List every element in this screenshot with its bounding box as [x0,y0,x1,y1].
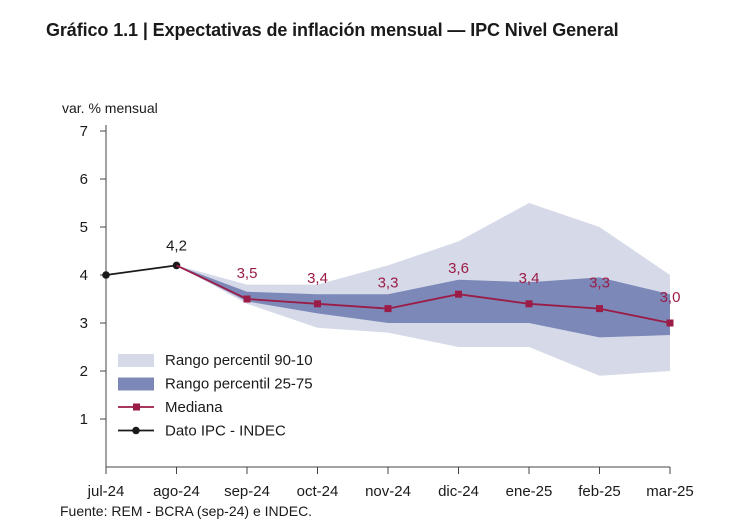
data-label-mediana-oct-24: 3,4 [307,270,328,287]
data-label-mediana-sep-24: 3,5 [237,265,258,282]
y-tick-label-6: 6 [80,171,88,188]
y-axis-title: var. % mensual [62,100,158,116]
series-line-dato-ipc [105,264,177,276]
x-tick-label-dic-24: dic-24 [438,483,479,500]
legend-marker-dato-ipc [132,426,140,435]
data-label-mediana-feb-25: 3,3 [589,275,610,292]
data-label-mediana-dic-24: 3,6 [448,260,469,277]
point-mediana-ene-25 [525,300,533,308]
point-mediana-sep-24 [243,295,251,303]
source-note: Fuente: REM - BCRA (sep-24) e INDEC. [60,503,313,519]
x-tick-label-oct-24: oct-24 [297,483,339,500]
data-label-mediana-ene-25: 3,4 [519,270,540,287]
x-tick-label-jul-24: jul-24 [87,483,125,500]
x-tick-label-nov-24: nov-24 [365,483,411,500]
lines-group [102,261,674,327]
x-tick-label-sep-24: sep-24 [224,483,270,500]
legend-swatch-p25-75 [118,377,154,391]
x-tick-label-ago-24: ago-24 [153,483,200,500]
point-mediana-feb-25 [596,305,603,313]
legend-label-p90-10: Rango percentil 90-10 [165,352,313,369]
chart-title: Gráfico 1.1 | Expectativas de inflación … [46,20,619,40]
point-mediana-oct-24 [314,300,321,308]
point-mediana-mar-25 [666,319,674,327]
legend-label-dato-ipc: Dato IPC - INDEC [165,423,286,440]
data-label-mediana-nov-24: 3,3 [378,275,399,292]
x-tick-label-ene-25: ene-25 [506,483,553,500]
y-tick-label-5: 5 [80,219,88,236]
data-labels-group: 4,2 3,5 3,4 3,3 3,6 3,4 3,3 3,0 [166,237,680,306]
y-tick-label-3: 3 [80,315,88,332]
legend-label-mediana: Mediana [165,399,223,416]
y-tick-label-1: 1 [80,411,88,428]
y-tick-label-7: 7 [80,123,88,140]
data-label-dato-ipc-ago-24: 4,2 [166,237,187,254]
point-mediana-nov-24 [384,305,392,313]
x-tick-label-mar-25: mar-25 [646,483,694,500]
series-line-mediana [176,264,671,324]
data-label-mediana-mar-25: 3,0 [660,289,681,306]
axes-group: var. % mensual 1 2 3 4 5 6 7 jul-24 ago-24 sep-24 o… [62,100,694,500]
legend-label-p25-75: Rango percentil 25-75 [165,376,313,393]
legend-marker-mediana [133,403,140,411]
legend: Rango percentil 90-10 Rango percentil 25-… [118,352,313,440]
point-dato-ipc-jul-24 [102,271,110,279]
y-tick-label-4: 4 [80,267,88,284]
y-tick-label-2: 2 [80,363,88,380]
legend-swatch-p90-10 [118,354,154,367]
x-tick-label-feb-25: feb-25 [578,483,621,500]
point-mediana-dic-24 [455,290,462,298]
